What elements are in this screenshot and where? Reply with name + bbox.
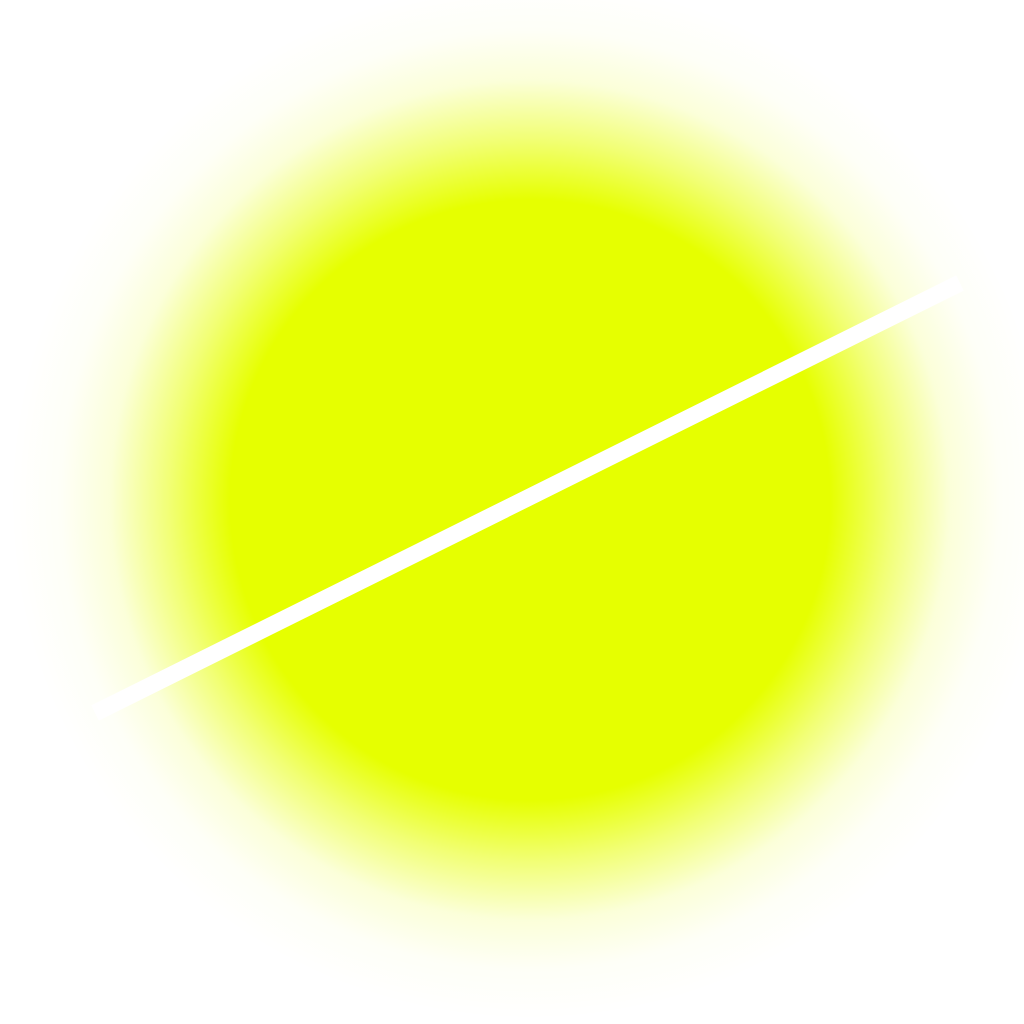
diagonal-white-stripe	[91, 275, 964, 721]
